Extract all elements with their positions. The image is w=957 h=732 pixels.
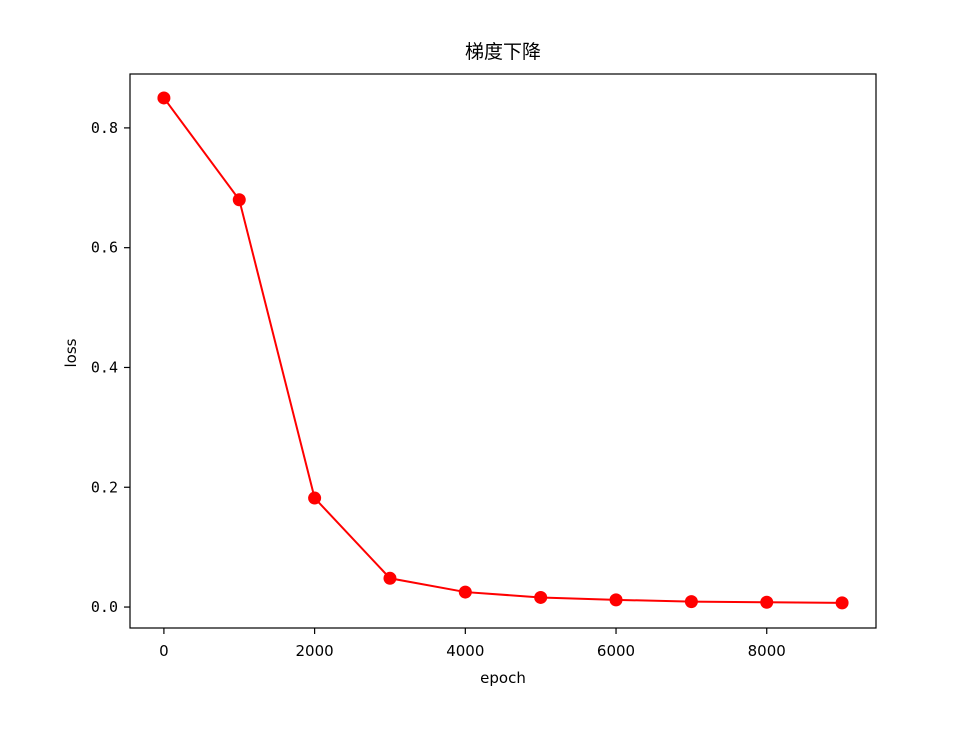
- data-point: [534, 590, 548, 604]
- data-point: [684, 595, 698, 609]
- data-point: [383, 571, 397, 585]
- plot-frame: [129, 73, 877, 629]
- y-axis-label: loss: [62, 338, 80, 367]
- y-axis: 0.0 0.2 0.4 0.6 0.8: [91, 119, 130, 616]
- x-axis-label: epoch: [480, 669, 526, 687]
- y-tick-label: 0.4: [91, 358, 118, 376]
- series-layer: [157, 91, 849, 610]
- y-tick-label: 0.6: [91, 239, 118, 257]
- data-point: [157, 91, 171, 105]
- x-tick-label: 0: [159, 642, 169, 660]
- data-point: [609, 593, 623, 607]
- x-tick-label: 8000: [748, 642, 786, 660]
- y-tick-label: 0.0: [91, 598, 118, 616]
- data-point: [760, 595, 774, 609]
- x-tick-label: 2000: [296, 642, 334, 660]
- series-line: [163, 97, 843, 604]
- chart-title: 梯度下降: [465, 41, 541, 63]
- x-tick-label: 4000: [446, 642, 484, 660]
- x-axis: 0 2000 4000 6000 8000: [159, 628, 786, 660]
- x-tick-label: 6000: [597, 642, 635, 660]
- y-tick-label: 0.2: [91, 478, 118, 496]
- data-point: [835, 596, 849, 610]
- y-tick-label: 0.8: [91, 119, 118, 137]
- data-point: [308, 491, 322, 505]
- data-point: [458, 585, 472, 599]
- data-point: [232, 193, 246, 207]
